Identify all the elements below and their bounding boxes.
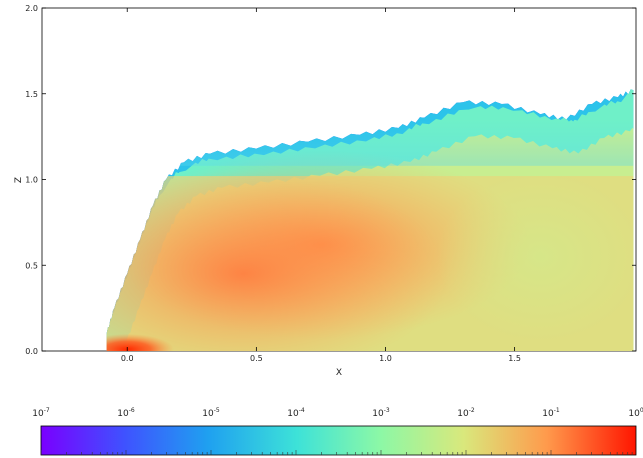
- y-tick-label: 0.0: [25, 347, 38, 356]
- y-axis-label: Z: [14, 177, 24, 183]
- x-axis-ticks: 0.0 0.5 1.0 1.5: [121, 8, 521, 363]
- plume-downstream-region: [437, 170, 634, 343]
- colorbar-tick-label: 10-2: [457, 407, 475, 419]
- colorbar-tick-label: 10-3: [372, 407, 390, 419]
- colorbar-tick-label: 10-4: [287, 407, 305, 419]
- x-tick-label: 1.5: [508, 354, 521, 363]
- colorbar-tick-label: 10-5: [202, 407, 220, 419]
- plume-concentration-field: [106, 89, 634, 352]
- colorbar-tick-label: 10-1: [542, 407, 560, 419]
- x-tick-label: 1.0: [379, 354, 392, 363]
- colorbar-tick-label: 100: [628, 407, 643, 419]
- x-tick-label: 0.5: [250, 354, 263, 363]
- colorbar-minor-ticks: [40, 450, 633, 455]
- plume-clipped-layers: [106, 89, 634, 352]
- colorbar: 10-7 10-6 10-5 10-4 10-3 10-2 10-1 100: [32, 407, 643, 456]
- y-tick-label: 0.5: [25, 261, 38, 270]
- x-tick-label: 0.0: [121, 354, 134, 363]
- colorbar-tick-label: 10-7: [32, 407, 50, 419]
- colorbar-tick-label: 10-6: [117, 407, 135, 419]
- y-tick-label: 1.5: [25, 90, 38, 99]
- y-axis-ticks: 0.0 0.5 1.0 1.5 2.0: [25, 4, 636, 356]
- y-tick-label: 1.0: [25, 176, 38, 185]
- colorbar-tick-labels: 10-7 10-6 10-5 10-4 10-3 10-2 10-1 100: [32, 407, 643, 419]
- x-axis-label: X: [336, 368, 342, 378]
- y-tick-label: 2.0: [25, 4, 38, 13]
- colorbar-gradient: [40, 425, 637, 456]
